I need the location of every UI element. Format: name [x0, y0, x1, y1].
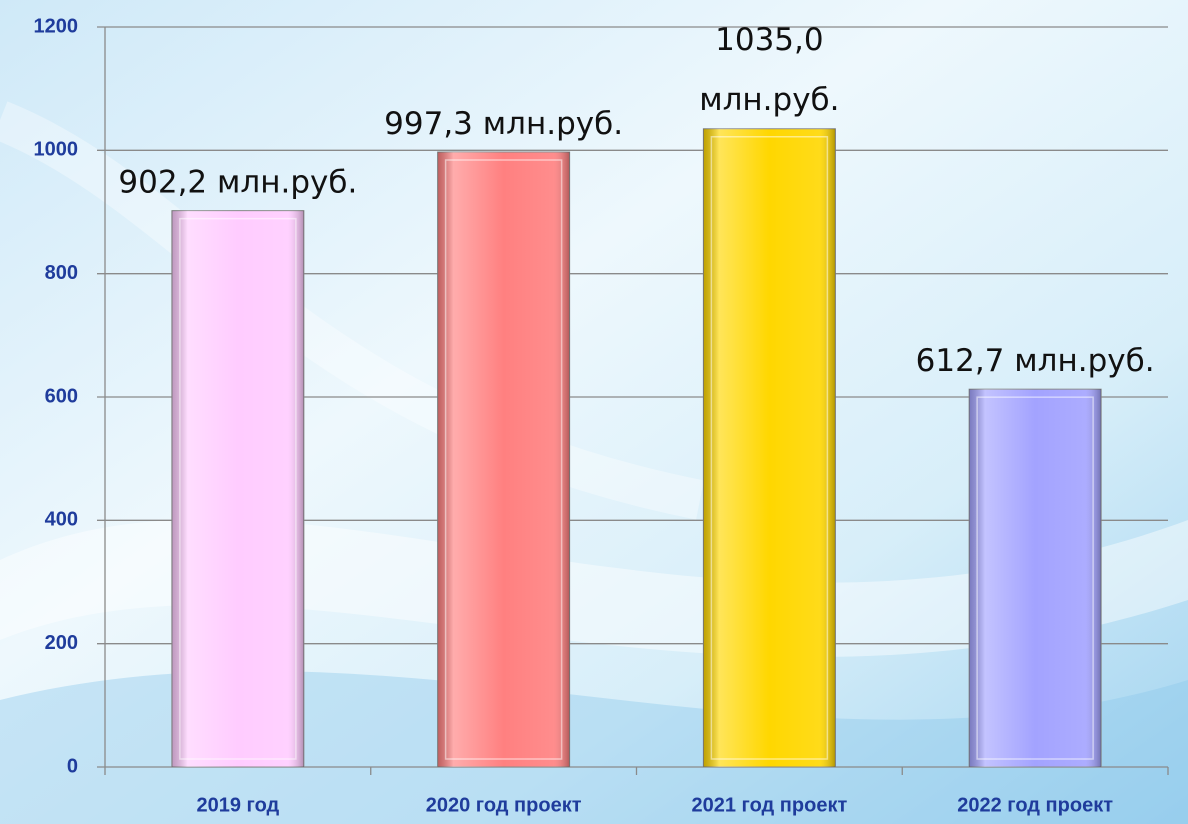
value-label: 612,7 млн.руб.	[916, 343, 1155, 379]
y-tick-label: 1000	[34, 139, 79, 161]
y-tick-label: 400	[45, 509, 78, 531]
bar-bevel	[444, 159, 563, 760]
value-label: 1035,0 млн.руб.	[699, 22, 839, 118]
bar-shine	[171, 210, 304, 768]
y-tick-label: 600	[45, 385, 78, 407]
x-tick-label: 2019 год	[196, 794, 279, 816]
y-tick-label: 200	[45, 632, 78, 654]
bar-bevel	[710, 136, 829, 760]
x-tick-label: 2020 год проект	[426, 794, 582, 816]
bar-shine	[703, 128, 836, 767]
x-tick-label: 2022 год проект	[957, 794, 1113, 816]
bar-shine	[437, 151, 570, 767]
value-label: 902,2 млн.руб.	[118, 165, 357, 201]
value-label: 997,3 млн.руб.	[384, 106, 623, 142]
y-tick-label: 800	[45, 262, 78, 284]
y-tick-label: 1200	[34, 15, 79, 37]
x-tick-label: 2021 год проект	[691, 794, 847, 816]
y-tick-label: 0	[67, 755, 78, 777]
bar-shine	[969, 389, 1102, 767]
bar-bevel	[179, 217, 297, 760]
bar-bevel	[976, 396, 1094, 760]
